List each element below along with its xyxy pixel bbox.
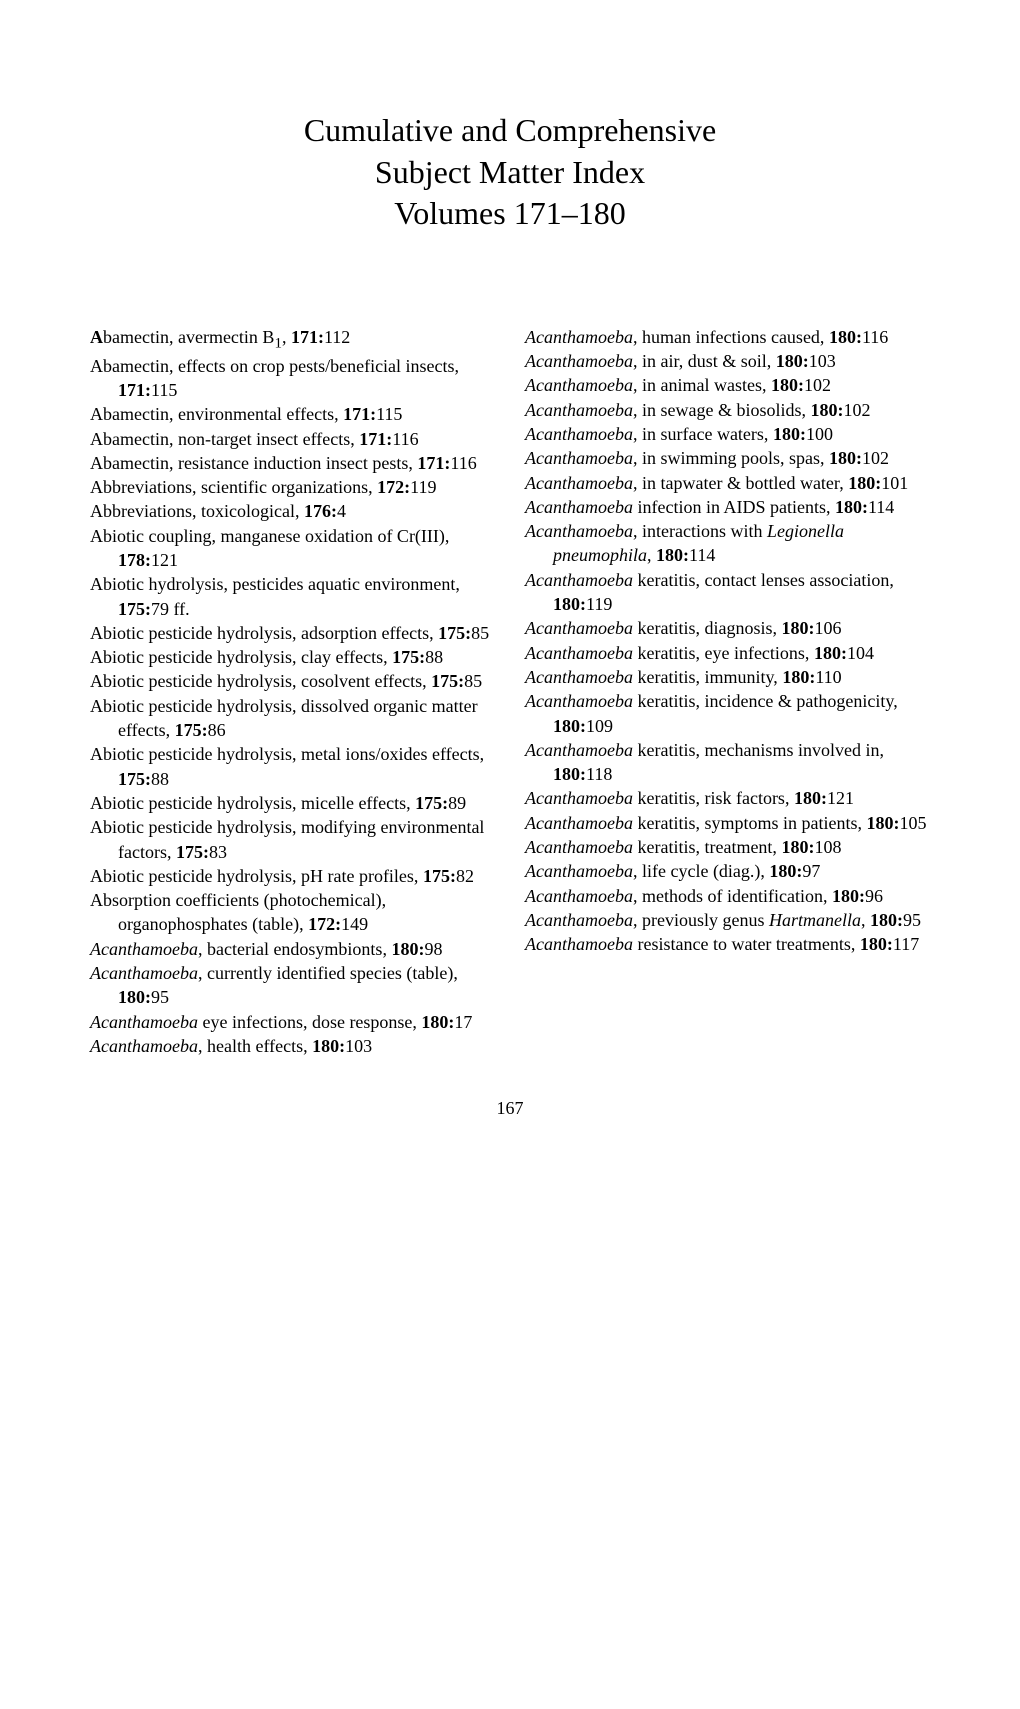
index-entry: Abamectin, resistance induction insect p… — [90, 451, 495, 475]
index-entry: Acanthamoeba, in sewage & biosolids, 180… — [525, 398, 930, 422]
index-entry: Acanthamoeba keratitis, risk factors, 18… — [525, 786, 930, 810]
index-entry: Acanthamoeba, previously genus Hartmanel… — [525, 908, 930, 932]
index-entry: Abamectin, non-target insect effects, 17… — [90, 427, 495, 451]
index-entry: Abamectin, environmental effects, 171:11… — [90, 402, 495, 426]
index-entry: Acanthamoeba, in animal wastes, 180:102 — [525, 373, 930, 397]
title-line-3: Volumes 171–180 — [394, 195, 625, 231]
index-entry: Abiotic coupling, manganese oxidation of… — [90, 524, 495, 573]
title-line-2: Subject Matter Index — [375, 154, 645, 190]
index-columns: Abamectin, avermectin B1, 171:112Abamect… — [90, 325, 930, 1058]
index-entry: Abiotic pesticide hydrolysis, cosolvent … — [90, 669, 495, 693]
index-entry: Acanthamoeba infection in AIDS patients,… — [525, 495, 930, 519]
index-entry: Acanthamoeba keratitis, incidence & path… — [525, 689, 930, 738]
right-column: Acanthamoeba, human infections caused, 1… — [525, 325, 930, 1058]
index-entry: Acanthamoeba, human infections caused, 1… — [525, 325, 930, 349]
index-entry: Abiotic pesticide hydrolysis, dissolved … — [90, 694, 495, 743]
index-entry: Acanthamoeba keratitis, eye infections, … — [525, 641, 930, 665]
index-entry: Acanthamoeba, life cycle (diag.), 180:97 — [525, 859, 930, 883]
index-entry: Abiotic pesticide hydrolysis, adsorption… — [90, 621, 495, 645]
index-entry: Acanthamoeba keratitis, mechanisms invol… — [525, 738, 930, 787]
index-entry: Acanthamoeba keratitis, immunity, 180:11… — [525, 665, 930, 689]
index-entry: Abamectin, avermectin B1, 171:112 — [90, 325, 495, 354]
index-entry: Acanthamoeba eye infections, dose respon… — [90, 1010, 495, 1034]
page-number: 167 — [90, 1098, 930, 1119]
index-entry: Acanthamoeba, interactions with Legionel… — [525, 519, 930, 568]
index-entry: Acanthamoeba, methods of identification,… — [525, 884, 930, 908]
index-entry: Acanthamoeba, in air, dust & soil, 180:1… — [525, 349, 930, 373]
index-entry: Acanthamoeba, in tapwater & bottled wate… — [525, 471, 930, 495]
left-column: Abamectin, avermectin B1, 171:112Abamect… — [90, 325, 495, 1058]
page-title: Cumulative and Comprehensive Subject Mat… — [90, 110, 930, 235]
index-entry: Abiotic pesticide hydrolysis, clay effec… — [90, 645, 495, 669]
index-entry: Absorption coefficients (photochemical),… — [90, 888, 495, 937]
index-entry: Abiotic pesticide hydrolysis, pH rate pr… — [90, 864, 495, 888]
index-entry: Acanthamoeba, in surface waters, 180:100 — [525, 422, 930, 446]
title-line-1: Cumulative and Comprehensive — [304, 112, 716, 148]
index-entry: Abamectin, effects on crop pests/benefic… — [90, 354, 495, 403]
index-entry: Acanthamoeba, in swimming pools, spas, 1… — [525, 446, 930, 470]
index-entry: Abiotic hydrolysis, pesticides aquatic e… — [90, 572, 495, 621]
index-entry: Abbreviations, scientific organizations,… — [90, 475, 495, 499]
index-entry: Abiotic pesticide hydrolysis, micelle ef… — [90, 791, 495, 815]
index-entry: Acanthamoeba keratitis, treatment, 180:1… — [525, 835, 930, 859]
index-entry: Abiotic pesticide hydrolysis, modifying … — [90, 815, 495, 864]
index-entry: Acanthamoeba, health effects, 180:103 — [90, 1034, 495, 1058]
index-entry: Acanthamoeba, bacterial endosymbionts, 1… — [90, 937, 495, 961]
index-entry: Abiotic pesticide hydrolysis, metal ions… — [90, 742, 495, 791]
index-entry: Abbreviations, toxicological, 176:4 — [90, 499, 495, 523]
index-entry: Acanthamoeba keratitis, contact lenses a… — [525, 568, 930, 617]
index-entry: Acanthamoeba keratitis, symptoms in pati… — [525, 811, 930, 835]
index-entry: Acanthamoeba keratitis, diagnosis, 180:1… — [525, 616, 930, 640]
index-entry: Acanthamoeba, currently identified speci… — [90, 961, 495, 1010]
index-entry: Acanthamoeba resistance to water treatme… — [525, 932, 930, 956]
